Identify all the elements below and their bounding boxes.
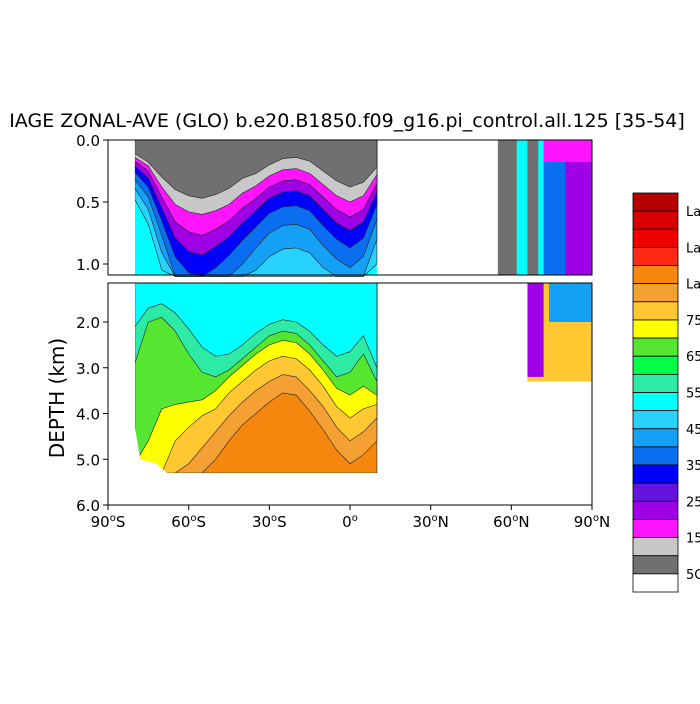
legend-swatch-0	[632, 192, 679, 212]
legend-swatch-18	[632, 519, 679, 538]
x-tick-label-4: 30oN	[412, 513, 448, 531]
legend-swatch-13	[632, 428, 679, 448]
upper-frame	[107, 139, 593, 276]
x-tick-label-2: 30oS	[252, 513, 287, 531]
y-tick-label-lower-1: 3.0	[76, 360, 100, 378]
y-tick-label-lower-3: 5.0	[76, 451, 100, 469]
legend-swatch-9	[632, 355, 679, 375]
legend-label-10: 55	[686, 387, 700, 402]
legend-label-0: La	[686, 205, 700, 220]
y-tick-label-upper-0: 0.0	[76, 132, 100, 150]
legend-swatch-20	[632, 555, 679, 575]
legend-swatch-11	[632, 392, 679, 412]
legend-swatch-5	[632, 283, 679, 303]
y-tick-label-lower-2: 4.0	[76, 406, 100, 424]
legend-label-8: 65	[686, 350, 700, 365]
seafloor-mask	[108, 283, 512, 505]
upper-panel	[107, 139, 593, 277]
antarctic-land-lower	[108, 283, 135, 505]
antarctic-land-upper	[108, 140, 135, 275]
upper-band-7	[134, 139, 378, 199]
legend-swatch-4	[632, 265, 679, 285]
x-tick-label-1: 60oS	[171, 513, 206, 531]
legend-label-18: 15	[686, 532, 700, 547]
arctic-upper-ridge	[497, 140, 517, 275]
legend-swatch-16	[632, 482, 679, 502]
legend-swatch-3	[632, 247, 679, 266]
legend-swatch-15	[632, 464, 679, 484]
x-tick-label-3: 0o	[342, 513, 358, 531]
lower-band-6	[134, 282, 378, 368]
chart-title: IAGE ZONAL-AVE (GLO) b.e20.B1850.f09_g16…	[9, 110, 685, 132]
arctic-seafloor	[511, 381, 592, 505]
y-tick-label-lower-0: 2.0	[76, 314, 100, 332]
legend-swatch-6	[632, 301, 679, 321]
legend-label-20: 5C	[686, 568, 700, 583]
legend-swatch-8	[632, 337, 679, 357]
legend-swatch-14	[632, 446, 679, 466]
legend-swatch-12	[632, 410, 679, 430]
color-legend: La La La 75 65 55 45 35 25 15 5C	[632, 192, 700, 593]
arctic-blue	[543, 162, 566, 275]
legend-swatch-17	[632, 500, 679, 520]
arctic-upper-ridge-2	[527, 140, 539, 275]
arctic-surface-magenta	[543, 140, 592, 162]
legend-swatch-1	[632, 210, 679, 230]
legend-label-12: 45	[686, 423, 700, 438]
lower-panel	[107, 282, 593, 506]
y-tick-label-lower-4: 6.0	[76, 497, 100, 515]
arctic-lower-blue	[548, 283, 592, 322]
legend-swatch-21	[632, 573, 679, 593]
y-tick-label-upper-1: 0.5	[76, 194, 100, 212]
legend-label-6: 75	[686, 314, 700, 329]
y-tick-label-upper-2: 1.0	[76, 256, 100, 274]
legend-swatch-2	[632, 228, 679, 248]
legend-swatch-7	[632, 319, 679, 339]
legend-swatch-10	[632, 373, 679, 393]
legend-label-16: 25	[686, 495, 700, 510]
arctic-purple	[565, 162, 592, 275]
x-tick-label-0: 90oS	[91, 513, 126, 531]
legend-label-4: La	[686, 278, 700, 293]
y-axis-label: DEPTH (km)	[45, 338, 69, 458]
arctic-lower-purple	[527, 283, 544, 377]
x-tick-label-6: 90oN	[574, 513, 610, 531]
legend-label-14: 35	[686, 459, 700, 474]
legend-label-2: La	[686, 241, 700, 256]
x-tick-label-5: 60oN	[493, 513, 529, 531]
legend-swatch-19	[632, 537, 679, 557]
